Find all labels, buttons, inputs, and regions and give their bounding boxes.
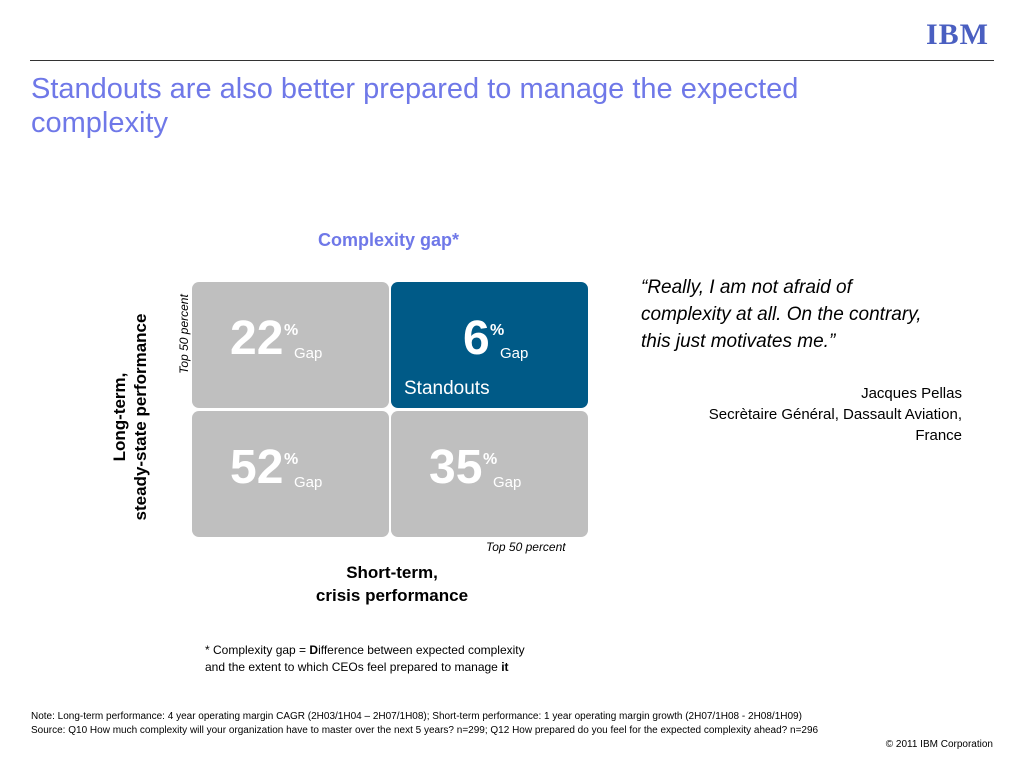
quote: “Really, I am not afraid of complexity a…: [641, 277, 922, 352]
country: France: [915, 427, 962, 444]
footnote: * Complexity gap = Difference between ex…: [205, 642, 525, 676]
y-line: steady-state performance: [131, 313, 150, 521]
note: Note: Long-term performance: 4 year oper…: [31, 711, 802, 722]
x-line: crisis performance: [315, 586, 469, 605]
matrix-title: Complexity gap*: [318, 230, 460, 250]
quadrant-value: 35: [429, 441, 483, 494]
rule: [30, 60, 994, 61]
text: and the extent to which CEOs feel prepar…: [205, 660, 502, 674]
quadrant-value: 6: [463, 312, 490, 365]
author: Jacques Pellas: [861, 385, 962, 402]
quadrant-label: Gap: [500, 345, 529, 362]
quadrant: 35% Gap: [391, 411, 588, 537]
role: Secrètaire Général, Dassault Aviation,: [708, 406, 962, 423]
text: D: [309, 643, 319, 657]
y-line: Long-term,: [110, 372, 129, 462]
quadrant: 52% Gap: [192, 411, 389, 537]
text: it: [501, 660, 509, 674]
quadrant-unit: %: [490, 322, 505, 339]
x-line: Short-term,: [346, 563, 438, 582]
text: ifference between expected complexity: [318, 643, 525, 657]
text: * Complexity gap =: [205, 643, 310, 657]
quadrant-label: Gap: [294, 474, 323, 491]
quadrant: 22% Gap: [192, 282, 389, 408]
quadrant: 6% Gap Standouts: [391, 282, 588, 408]
quadrant-value: 52: [230, 441, 284, 494]
quadrant-value: 22: [230, 312, 284, 365]
quadrant-name: Standouts: [404, 378, 490, 399]
x-top-label: Top 50 percent: [486, 540, 566, 554]
y-axis-label: Long-term, steady-state performance: [109, 267, 151, 567]
x-axis-label: Short-term, crisis performance: [292, 561, 492, 607]
title: Standouts are also better prepared to ma…: [31, 73, 799, 139]
logo: IBM: [926, 18, 989, 51]
quadrant-unit: %: [284, 451, 299, 468]
quadrant-label: Gap: [294, 345, 323, 362]
quadrant-label: Gap: [493, 474, 522, 491]
attribution: Jacques Pellas Secrètaire Général, Dassa…: [600, 383, 962, 446]
source: Source: Q10 How much complexity will you…: [31, 725, 819, 736]
copyright: © 2011 IBM Corporation: [885, 739, 993, 750]
quadrant-unit: %: [483, 451, 498, 468]
y-top-label: Top 50 percent: [177, 294, 191, 374]
quadrant-unit: %: [284, 322, 299, 339]
